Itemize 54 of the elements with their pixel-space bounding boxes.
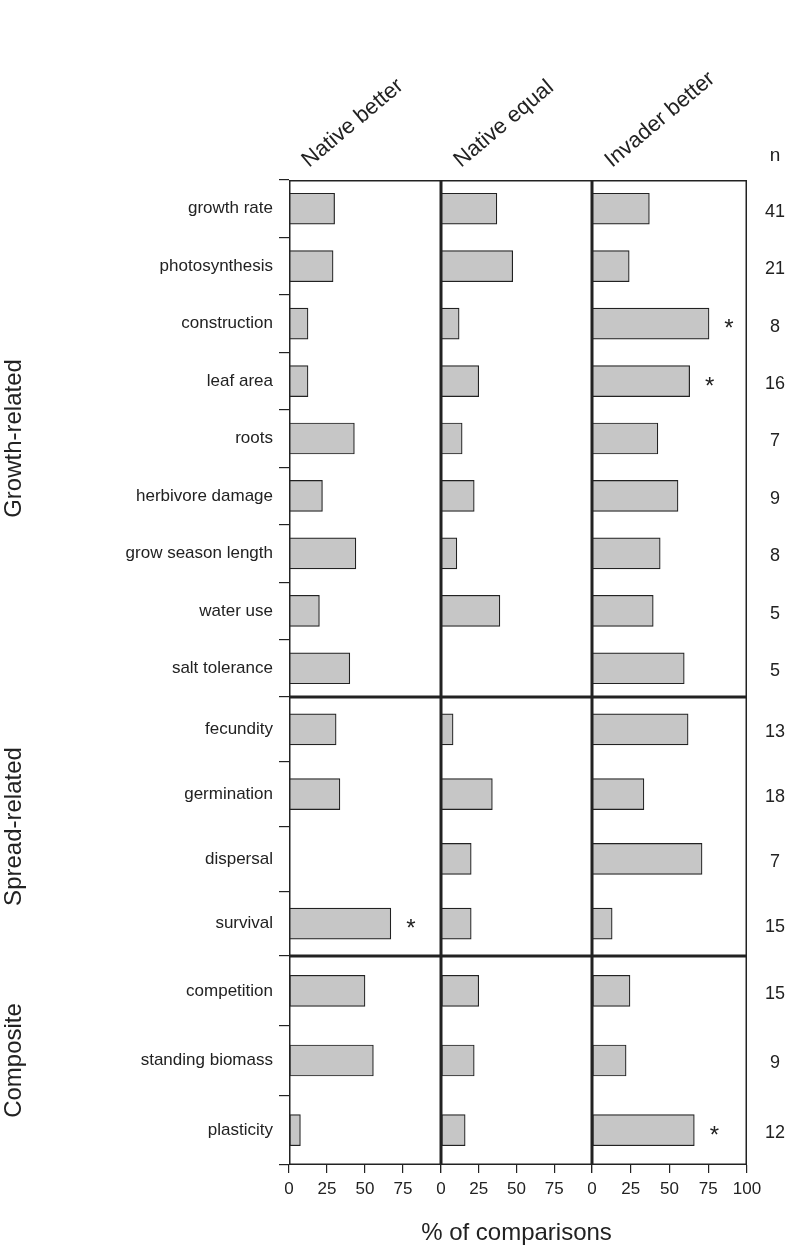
y-tick-label: plasticity xyxy=(207,1119,274,1139)
y-tick-label: roots xyxy=(235,428,273,448)
text: 16 xyxy=(764,373,786,394)
text: 13 xyxy=(764,721,786,742)
annotation: * xyxy=(709,1120,719,1148)
x-tick-label: 100 xyxy=(732,1178,762,1198)
y-tick-label: fecundity xyxy=(204,719,274,739)
x-axis-title: % of comparisons xyxy=(420,1218,613,1246)
y-tick-label: competition xyxy=(186,980,273,1000)
y-axis-title: Growth-related xyxy=(0,359,27,518)
x-tick-label: 75 xyxy=(698,1178,718,1198)
annotation: * xyxy=(704,371,715,399)
text: 41 xyxy=(764,200,786,221)
text: 5 xyxy=(769,660,781,681)
y2-axis-title: n xyxy=(769,144,781,166)
y-tick-label: leaf area xyxy=(206,370,274,390)
text: 8 xyxy=(769,315,781,336)
text: 18 xyxy=(764,786,786,807)
y-axis-title: Composite xyxy=(0,1003,27,1118)
y-axis-title: Spread-related xyxy=(0,747,27,906)
y-tick-label: herbivore damage xyxy=(135,485,273,505)
text: 7 xyxy=(769,850,781,871)
x-tick-label: 0 xyxy=(436,1178,446,1198)
x-tick-label: 75 xyxy=(393,1178,413,1198)
x-tick-label: 25 xyxy=(317,1178,337,1198)
y-tick-label: standing biomass xyxy=(140,1050,273,1070)
y-tick-label: survival xyxy=(215,913,273,933)
text: 15 xyxy=(764,915,786,936)
y-tick-label: salt tolerance xyxy=(171,657,273,677)
x-tick-label: 50 xyxy=(355,1178,375,1198)
y-tick-label: germination xyxy=(184,783,273,803)
text: 15 xyxy=(764,982,786,1003)
text: 7 xyxy=(769,430,781,451)
x-tick-label: 0 xyxy=(284,1178,294,1198)
x-tick-label: 50 xyxy=(507,1178,526,1198)
y-tick-label: growth rate xyxy=(187,198,273,218)
text: 12 xyxy=(764,1122,786,1143)
y-tick-label: photosynthesis xyxy=(159,255,273,275)
y-tick-label: grow season length xyxy=(125,543,273,563)
annotation: * xyxy=(724,314,734,342)
text: 9 xyxy=(769,487,781,508)
y-tick-label: water use xyxy=(198,600,273,620)
text: 8 xyxy=(769,545,781,566)
text: 9 xyxy=(769,1052,781,1073)
x-tick-label: 25 xyxy=(621,1178,641,1198)
y-tick-label: construction xyxy=(181,313,273,333)
x-tick-label: 50 xyxy=(660,1178,679,1198)
annotation: * xyxy=(406,914,416,942)
text: 5 xyxy=(769,602,781,623)
x-tick-label: 0 xyxy=(587,1178,597,1198)
text: 21 xyxy=(764,258,786,279)
x-tick-label: 25 xyxy=(469,1178,489,1198)
x-tick-label: 75 xyxy=(544,1178,564,1198)
y-tick-label: dispersal xyxy=(204,848,273,868)
